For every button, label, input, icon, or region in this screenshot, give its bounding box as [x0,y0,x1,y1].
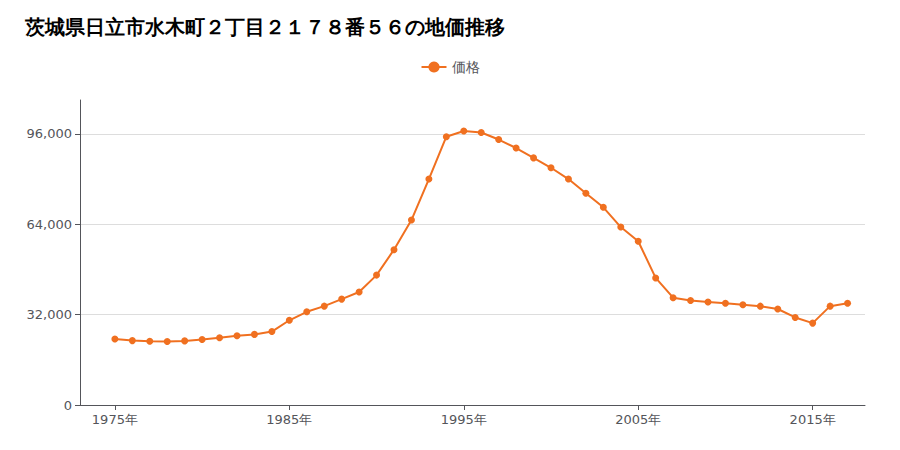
svg-text:価格: 価格 [452,59,480,75]
svg-text:2015年: 2015年 [790,412,836,427]
svg-text:64,000: 64,000 [27,217,73,232]
svg-text:1995年: 1995年 [441,412,487,427]
svg-text:32,000: 32,000 [27,307,73,322]
svg-text:0: 0 [64,398,72,413]
svg-text:1975年: 1975年 [92,412,138,427]
svg-text:2005年: 2005年 [615,412,661,427]
svg-text:1985年: 1985年 [266,412,312,427]
svg-text:96,000: 96,000 [27,126,73,141]
svg-text:茨城県日立市水木町２丁目２１７８番５６の地価推移: 茨城県日立市水木町２丁目２１７８番５６の地価推移 [24,15,505,39]
